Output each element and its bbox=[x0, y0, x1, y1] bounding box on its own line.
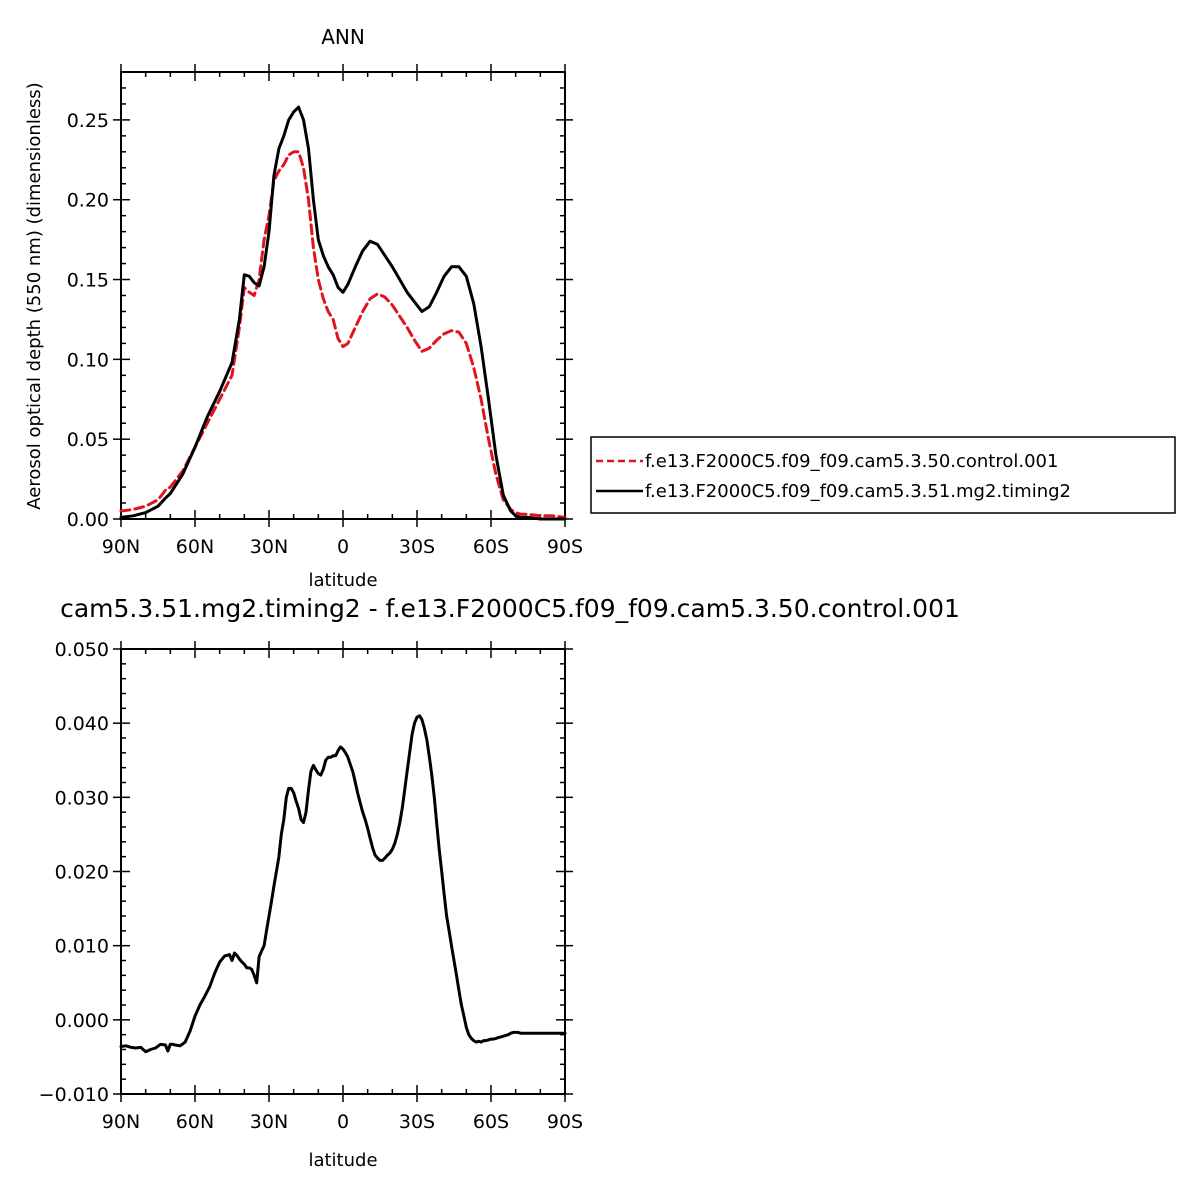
bottom-xtick-label: 60N bbox=[176, 1111, 214, 1133]
bottom-series-line-0 bbox=[119, 714, 567, 1054]
legend-box bbox=[590, 436, 1176, 514]
top-panel: ANN latitude Aerosol optical depth (550 … bbox=[24, 25, 583, 591]
top-title: ANN bbox=[321, 25, 365, 49]
top-series-line-1 bbox=[119, 105, 567, 521]
top-ytick-label: 0.20 bbox=[67, 190, 109, 212]
bottom-xtick-label: 30N bbox=[250, 1111, 288, 1133]
top-ytick-label: 0.00 bbox=[67, 509, 109, 531]
top-xtick-label: 60S bbox=[473, 536, 509, 558]
bottom-ytick-label: 0.020 bbox=[55, 862, 109, 884]
legend-label-control: f.e13.F2000C5.f09_f09.cam5.3.50.control.… bbox=[645, 451, 1058, 472]
top-xtick-label: 30S bbox=[399, 536, 435, 558]
top-xtick-label: 0 bbox=[337, 536, 349, 558]
bottom-ytick-label: −0.010 bbox=[39, 1084, 109, 1106]
bottom-ytick-label: 0.000 bbox=[55, 1010, 109, 1032]
bottom-ytick-label: 0.030 bbox=[55, 787, 109, 809]
top-xtick-label: 90S bbox=[547, 536, 583, 558]
bottom-xtick-label: 90N bbox=[102, 1111, 140, 1133]
top-xtick-label: 90N bbox=[102, 536, 140, 558]
bottom-xlabel: latitude bbox=[308, 1150, 377, 1171]
bottom-ytick-label: 0.010 bbox=[55, 936, 109, 958]
bottom-title: cam5.3.51.mg2.timing2 - f.e13.F2000C5.f0… bbox=[60, 594, 960, 623]
bottom-xtick-label: 60S bbox=[473, 1111, 509, 1133]
bottom-xtick-label: 30S bbox=[399, 1111, 435, 1133]
legend-label-mg2: f.e13.F2000C5.f09_f09.cam5.3.51.mg2.timi… bbox=[645, 481, 1071, 502]
bottom-plot-frame bbox=[120, 648, 566, 1095]
top-ylabel: Aerosol optical depth (550 nm) (dimensio… bbox=[24, 82, 45, 509]
top-xtick-label: 30N bbox=[250, 536, 288, 558]
top-xlabel: latitude bbox=[308, 570, 377, 591]
bottom-ytick-label: 0.040 bbox=[55, 713, 109, 735]
legend: f.e13.F2000C5.f09_f09.cam5.3.50.control.… bbox=[590, 436, 1176, 514]
top-series-line-0 bbox=[119, 150, 567, 519]
top-ytick-label: 0.15 bbox=[67, 270, 109, 292]
top-xtick-label: 60N bbox=[176, 536, 214, 558]
bottom-panel: cam5.3.51.mg2.timing2 - f.e13.F2000C5.f0… bbox=[39, 594, 960, 1171]
top-ytick-label: 0.25 bbox=[67, 110, 109, 132]
bottom-xtick-label: 90S bbox=[547, 1111, 583, 1133]
top-ytick-label: 0.05 bbox=[67, 429, 109, 451]
bottom-xtick-label: 0 bbox=[337, 1111, 349, 1133]
top-ytick-label: 0.10 bbox=[67, 349, 109, 371]
top-plot-frame bbox=[120, 71, 566, 520]
bottom-ytick-label: 0.050 bbox=[55, 639, 109, 661]
